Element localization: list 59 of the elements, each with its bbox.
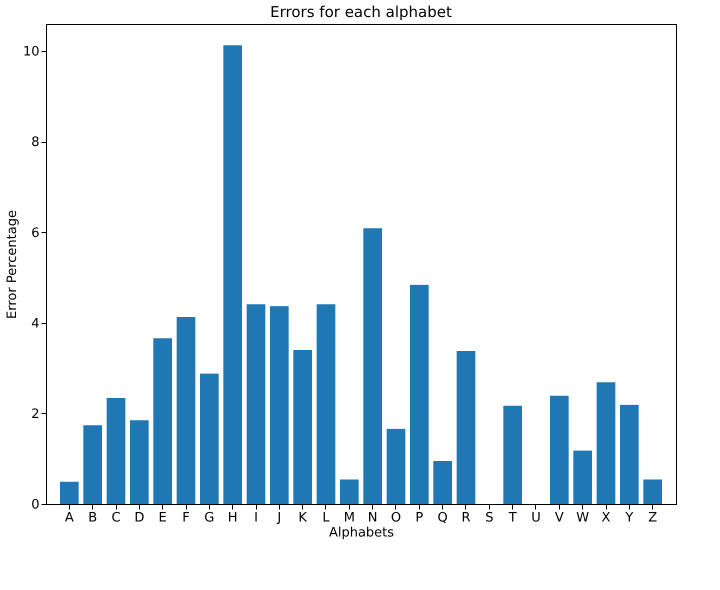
bar	[363, 228, 382, 504]
bar	[596, 382, 616, 504]
x-tick-label: X	[602, 510, 611, 526]
bar	[270, 306, 289, 504]
chart-title: Errors for each alphabet	[270, 3, 452, 21]
bar	[293, 350, 312, 504]
x-tick-label: I	[254, 510, 258, 526]
bar	[503, 406, 522, 504]
bar	[550, 396, 569, 504]
x-tick-label: G	[204, 510, 214, 526]
x-tick-label: W	[576, 510, 590, 526]
bar	[153, 338, 172, 504]
y-tick-label: 8	[31, 135, 40, 150]
x-tick-label: D	[134, 510, 144, 526]
x-tick-label: C	[111, 510, 121, 526]
x-tick-label: R	[461, 510, 471, 526]
x-tick-label: U	[531, 510, 541, 526]
bar	[456, 350, 476, 504]
x-tick-label: B	[88, 510, 98, 526]
bar	[620, 404, 639, 504]
bar	[643, 480, 662, 504]
y-tick-label: 10	[22, 44, 40, 60]
bar	[340, 480, 359, 504]
x-tick-label: T	[508, 510, 517, 526]
bar	[106, 398, 126, 504]
bar	[410, 284, 429, 504]
x-tick-label: S	[485, 510, 494, 526]
bar	[130, 420, 149, 504]
x-axis-title: Alphabets	[328, 526, 394, 540]
y-tick-label: 2	[31, 406, 40, 422]
y-tick-label: 4	[31, 316, 40, 332]
bar	[246, 304, 266, 504]
x-tick-label: M	[344, 510, 355, 526]
x-tick-label: H	[228, 510, 238, 526]
x-tick-label: L	[322, 510, 330, 526]
bar	[83, 425, 102, 504]
x-tick-label: Y	[624, 510, 634, 526]
x-tick-label: O	[390, 510, 402, 526]
y-tick-label: 6	[31, 226, 40, 241]
x-tick-label: P	[415, 510, 424, 526]
bar	[433, 460, 452, 504]
bar	[176, 316, 196, 504]
x-tick-label: V	[554, 510, 564, 526]
x-tick-label: J	[276, 510, 282, 526]
bar	[386, 428, 406, 504]
bar	[200, 374, 219, 504]
x-tick-label: A	[64, 510, 74, 526]
x-tick-label: K	[298, 510, 308, 526]
y-axis-title: Error Percentage	[4, 210, 20, 319]
x-tick-label: N	[368, 510, 378, 526]
y-tick-label: 0	[31, 498, 40, 512]
bar	[316, 304, 336, 504]
x-tick-label: Z	[648, 510, 658, 526]
x-tick-label: Q	[438, 510, 448, 526]
bar	[223, 45, 242, 504]
bar	[573, 450, 592, 504]
x-tick-label: F	[182, 510, 190, 526]
x-tick-label: E	[158, 510, 167, 526]
bar	[60, 482, 79, 504]
